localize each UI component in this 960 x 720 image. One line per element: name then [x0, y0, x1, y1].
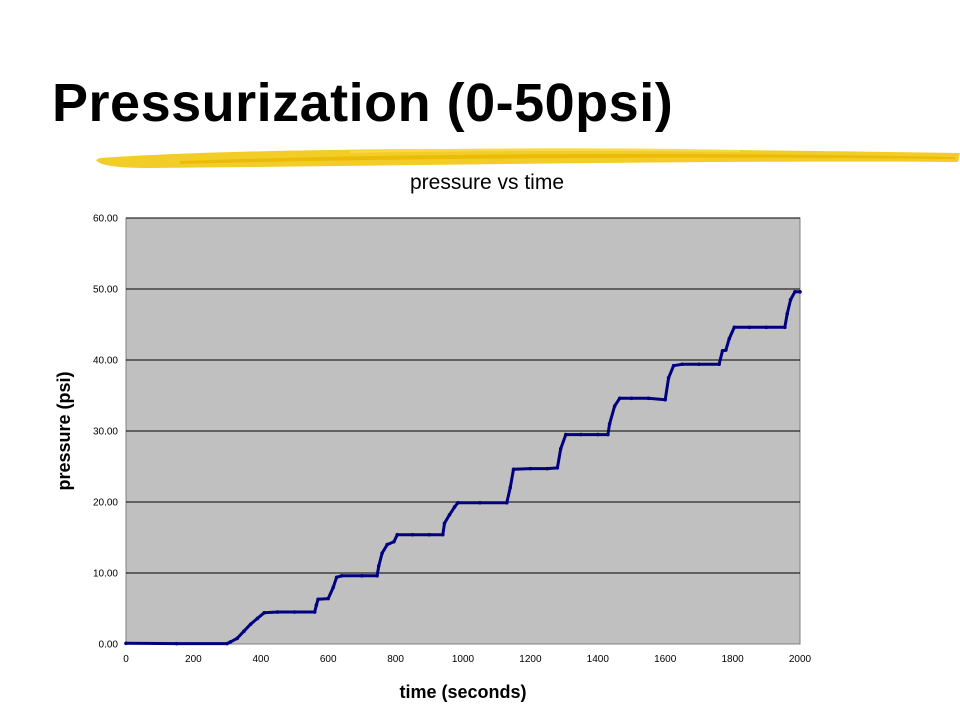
data-point: [563, 432, 568, 437]
y-axis-label: pressure (psi): [54, 371, 74, 490]
data-point: [508, 486, 512, 490]
data-point: [545, 466, 550, 471]
data-point: [558, 446, 563, 451]
data-point: [727, 336, 732, 341]
data-point: [410, 532, 415, 537]
x-axis-label: time (seconds): [399, 682, 526, 702]
y-tick-label: 40.00: [93, 356, 118, 367]
data-point: [452, 505, 457, 509]
y-tick-label: 0.00: [99, 640, 119, 651]
data-point: [555, 466, 560, 470]
x-tick-label: 1400: [587, 654, 610, 665]
data-point: [225, 641, 229, 646]
data-point: [292, 610, 297, 614]
data-point: [788, 297, 793, 302]
slide-title: Pressurization (0-50psi): [52, 73, 674, 133]
data-point: [385, 542, 389, 547]
data-point: [380, 551, 384, 555]
data-point: [314, 603, 319, 607]
data-point: [375, 574, 379, 578]
x-tick-labels: 0 200 400 600 800 1000 1200 1400 1600 1800 2000: [123, 654, 811, 665]
data-point: [607, 422, 612, 426]
data-point: [511, 467, 516, 472]
data-point: [456, 500, 460, 505]
y-tick-label: 30.00: [93, 427, 118, 438]
data-point: [174, 641, 179, 646]
y-tick-label: 50.00: [93, 285, 118, 296]
x-tick-label: 1600: [654, 654, 677, 665]
data-point: [505, 500, 509, 505]
data-point: [528, 466, 533, 471]
data-point: [663, 397, 667, 402]
data-point: [478, 500, 482, 505]
chart-title: pressure vs time: [410, 171, 564, 194]
data-point: [717, 362, 721, 367]
data-point: [235, 636, 240, 641]
data-point: [606, 432, 610, 437]
data-point: [262, 610, 266, 615]
data-point: [392, 539, 396, 544]
data-point: [376, 564, 381, 568]
data-point: [697, 362, 701, 367]
data-point: [395, 532, 400, 537]
data-point: [793, 290, 797, 294]
data-point: [442, 521, 447, 526]
y-tick-label: 10.00: [93, 569, 118, 580]
data-point: [666, 375, 671, 380]
data-point: [798, 290, 802, 294]
data-point: [275, 610, 280, 614]
data-point: [360, 574, 364, 578]
data-point: [326, 596, 331, 601]
y-tick-labels: 0.00 10.00 20.00 30.00 40.00 50.00 60.00: [93, 214, 118, 651]
x-tick-label: 600: [320, 654, 337, 665]
data-point: [248, 622, 253, 626]
data-point: [783, 325, 787, 330]
data-point: [646, 396, 651, 401]
y-tick-label: 20.00: [93, 498, 118, 509]
data-point: [720, 348, 725, 353]
x-tick-label: 0: [123, 654, 129, 665]
x-tick-label: 1200: [519, 654, 542, 665]
data-point: [617, 396, 622, 401]
data-point: [427, 532, 432, 537]
data-point: [596, 432, 600, 437]
data-point: [747, 325, 752, 330]
data-point: [612, 404, 617, 408]
x-tick-label: 2000: [789, 654, 812, 665]
data-point: [316, 597, 320, 602]
x-tick-label: 800: [387, 654, 404, 665]
data-point: [334, 575, 339, 580]
data-point: [312, 610, 317, 614]
data-point: [255, 616, 260, 621]
data-point: [629, 396, 634, 401]
data-point: [242, 629, 246, 634]
y-tick-label: 60.00: [93, 214, 118, 225]
data-point: [331, 585, 336, 589]
data-point: [339, 574, 344, 578]
data-point: [680, 362, 684, 367]
data-point: [440, 532, 445, 537]
x-tick-label: 200: [185, 654, 202, 665]
data-point: [785, 312, 789, 316]
x-tick-label: 1000: [452, 654, 475, 665]
x-tick-label: 1800: [721, 654, 744, 665]
data-point: [724, 348, 728, 352]
data-point: [228, 640, 233, 644]
data-point: [447, 512, 452, 517]
data-point: [124, 641, 128, 646]
data-point: [732, 325, 737, 330]
data-point: [579, 432, 583, 437]
x-tick-label: 400: [252, 654, 269, 665]
data-point: [671, 363, 676, 368]
data-point: [764, 325, 769, 330]
series-line: [125, 290, 800, 646]
series-pressure: [124, 290, 802, 646]
